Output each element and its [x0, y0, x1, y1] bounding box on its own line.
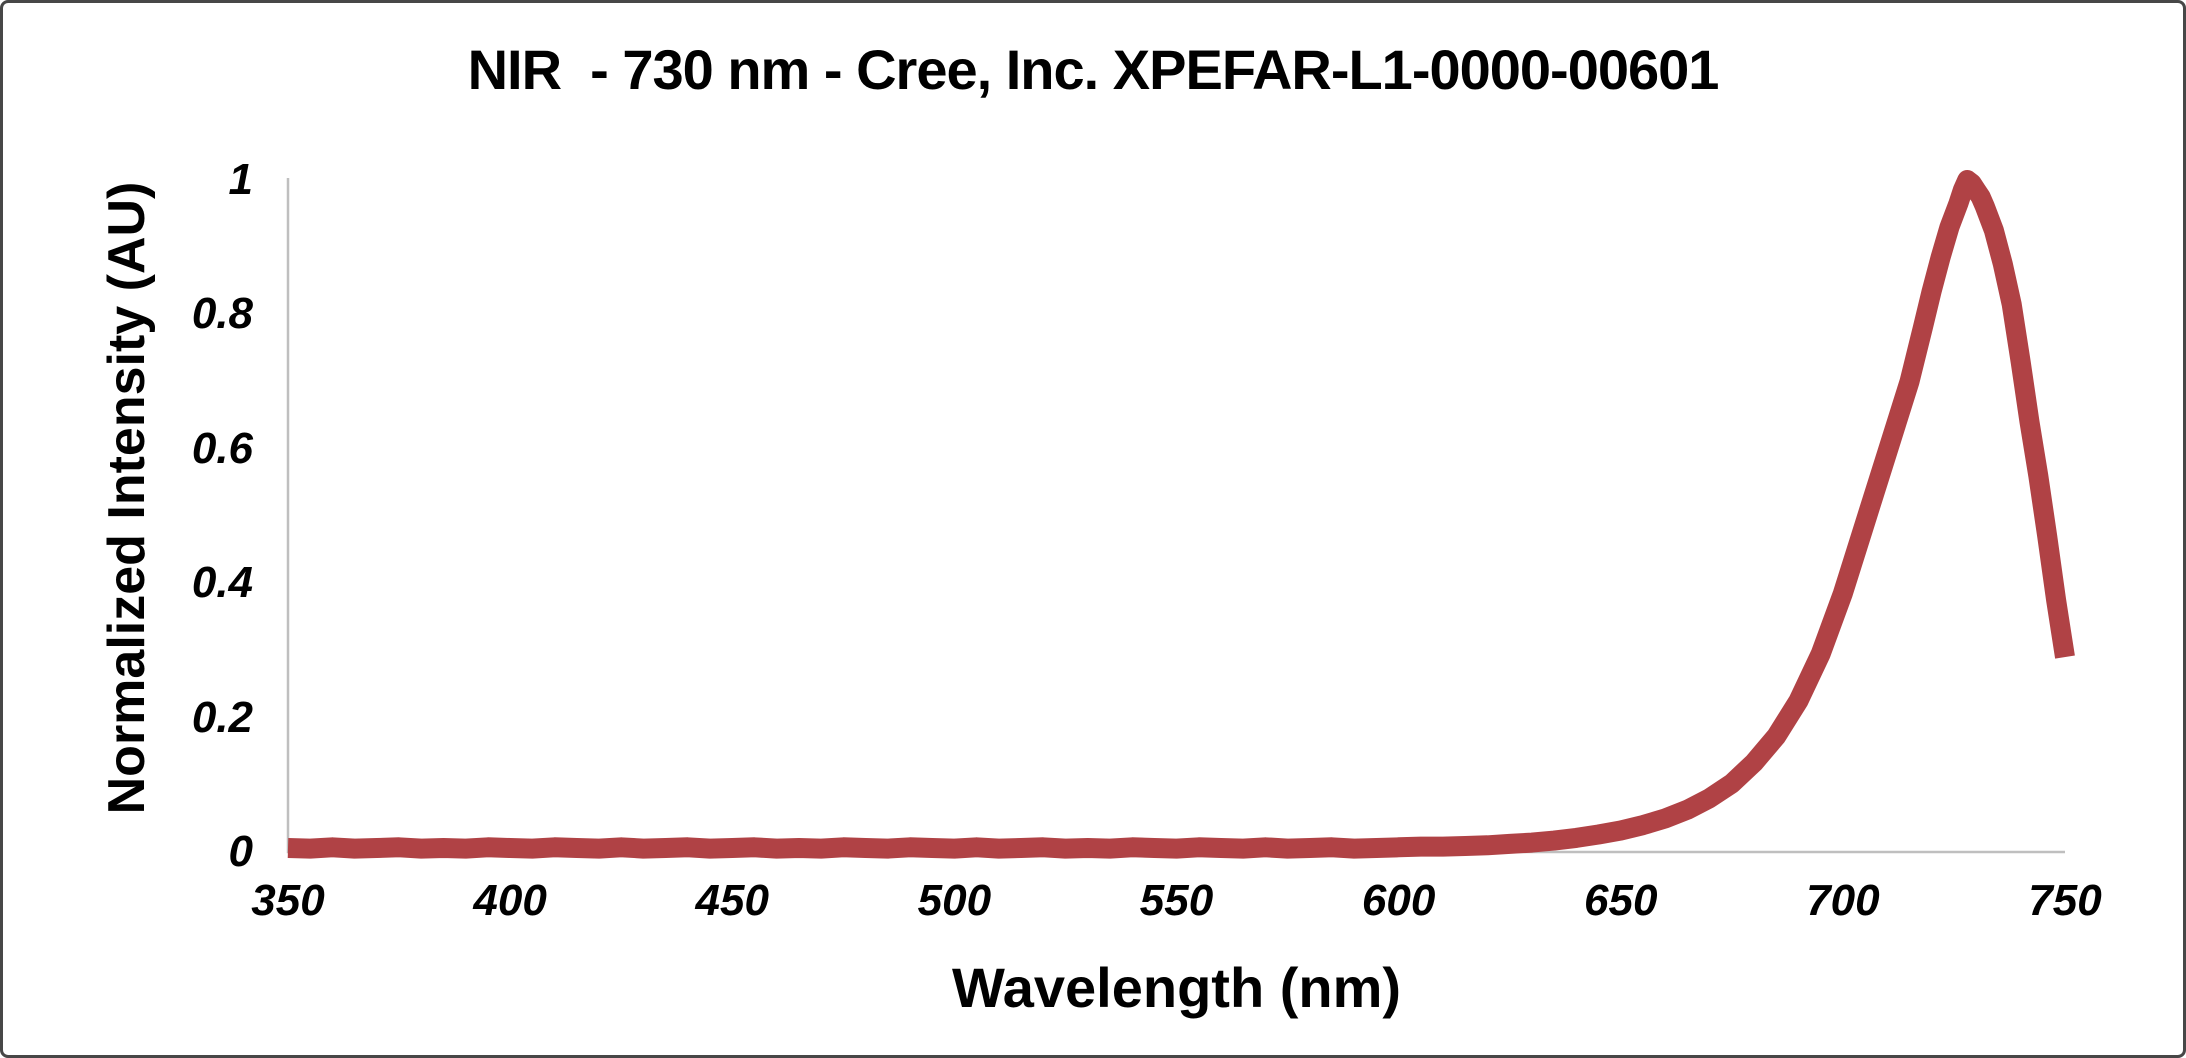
x-tick-label: 450 — [695, 876, 769, 925]
x-tick-label: 750 — [2028, 876, 2102, 925]
plot-area — [286, 170, 2075, 859]
x-tick-label: 650 — [1584, 876, 1658, 925]
x-tick-label: 500 — [917, 876, 992, 925]
y-tick-label: 0 — [228, 827, 253, 876]
y-tick-label: 1 — [228, 155, 253, 204]
x-axis-title: Wavelength (nm) — [951, 956, 1402, 1019]
x-tick-label: 600 — [1361, 876, 1436, 925]
x-tick-label: 550 — [1139, 876, 1214, 925]
x-tick-label: 350 — [251, 876, 325, 925]
chart-title: NIR - 730 nm - Cree, Inc. XPEFAR-L1-0000… — [467, 38, 1720, 101]
y-tick-label: 0.2 — [191, 692, 253, 742]
x-tick-label: 700 — [1806, 876, 1880, 925]
y-tick-label: 0.8 — [191, 289, 253, 339]
x-tick-label: 400 — [473, 876, 547, 925]
axis-lines — [286, 178, 2065, 854]
y-tick-label: 0.6 — [191, 423, 253, 473]
spectrum-line — [287, 170, 2075, 859]
y-tick-label: 0.4 — [191, 558, 253, 608]
